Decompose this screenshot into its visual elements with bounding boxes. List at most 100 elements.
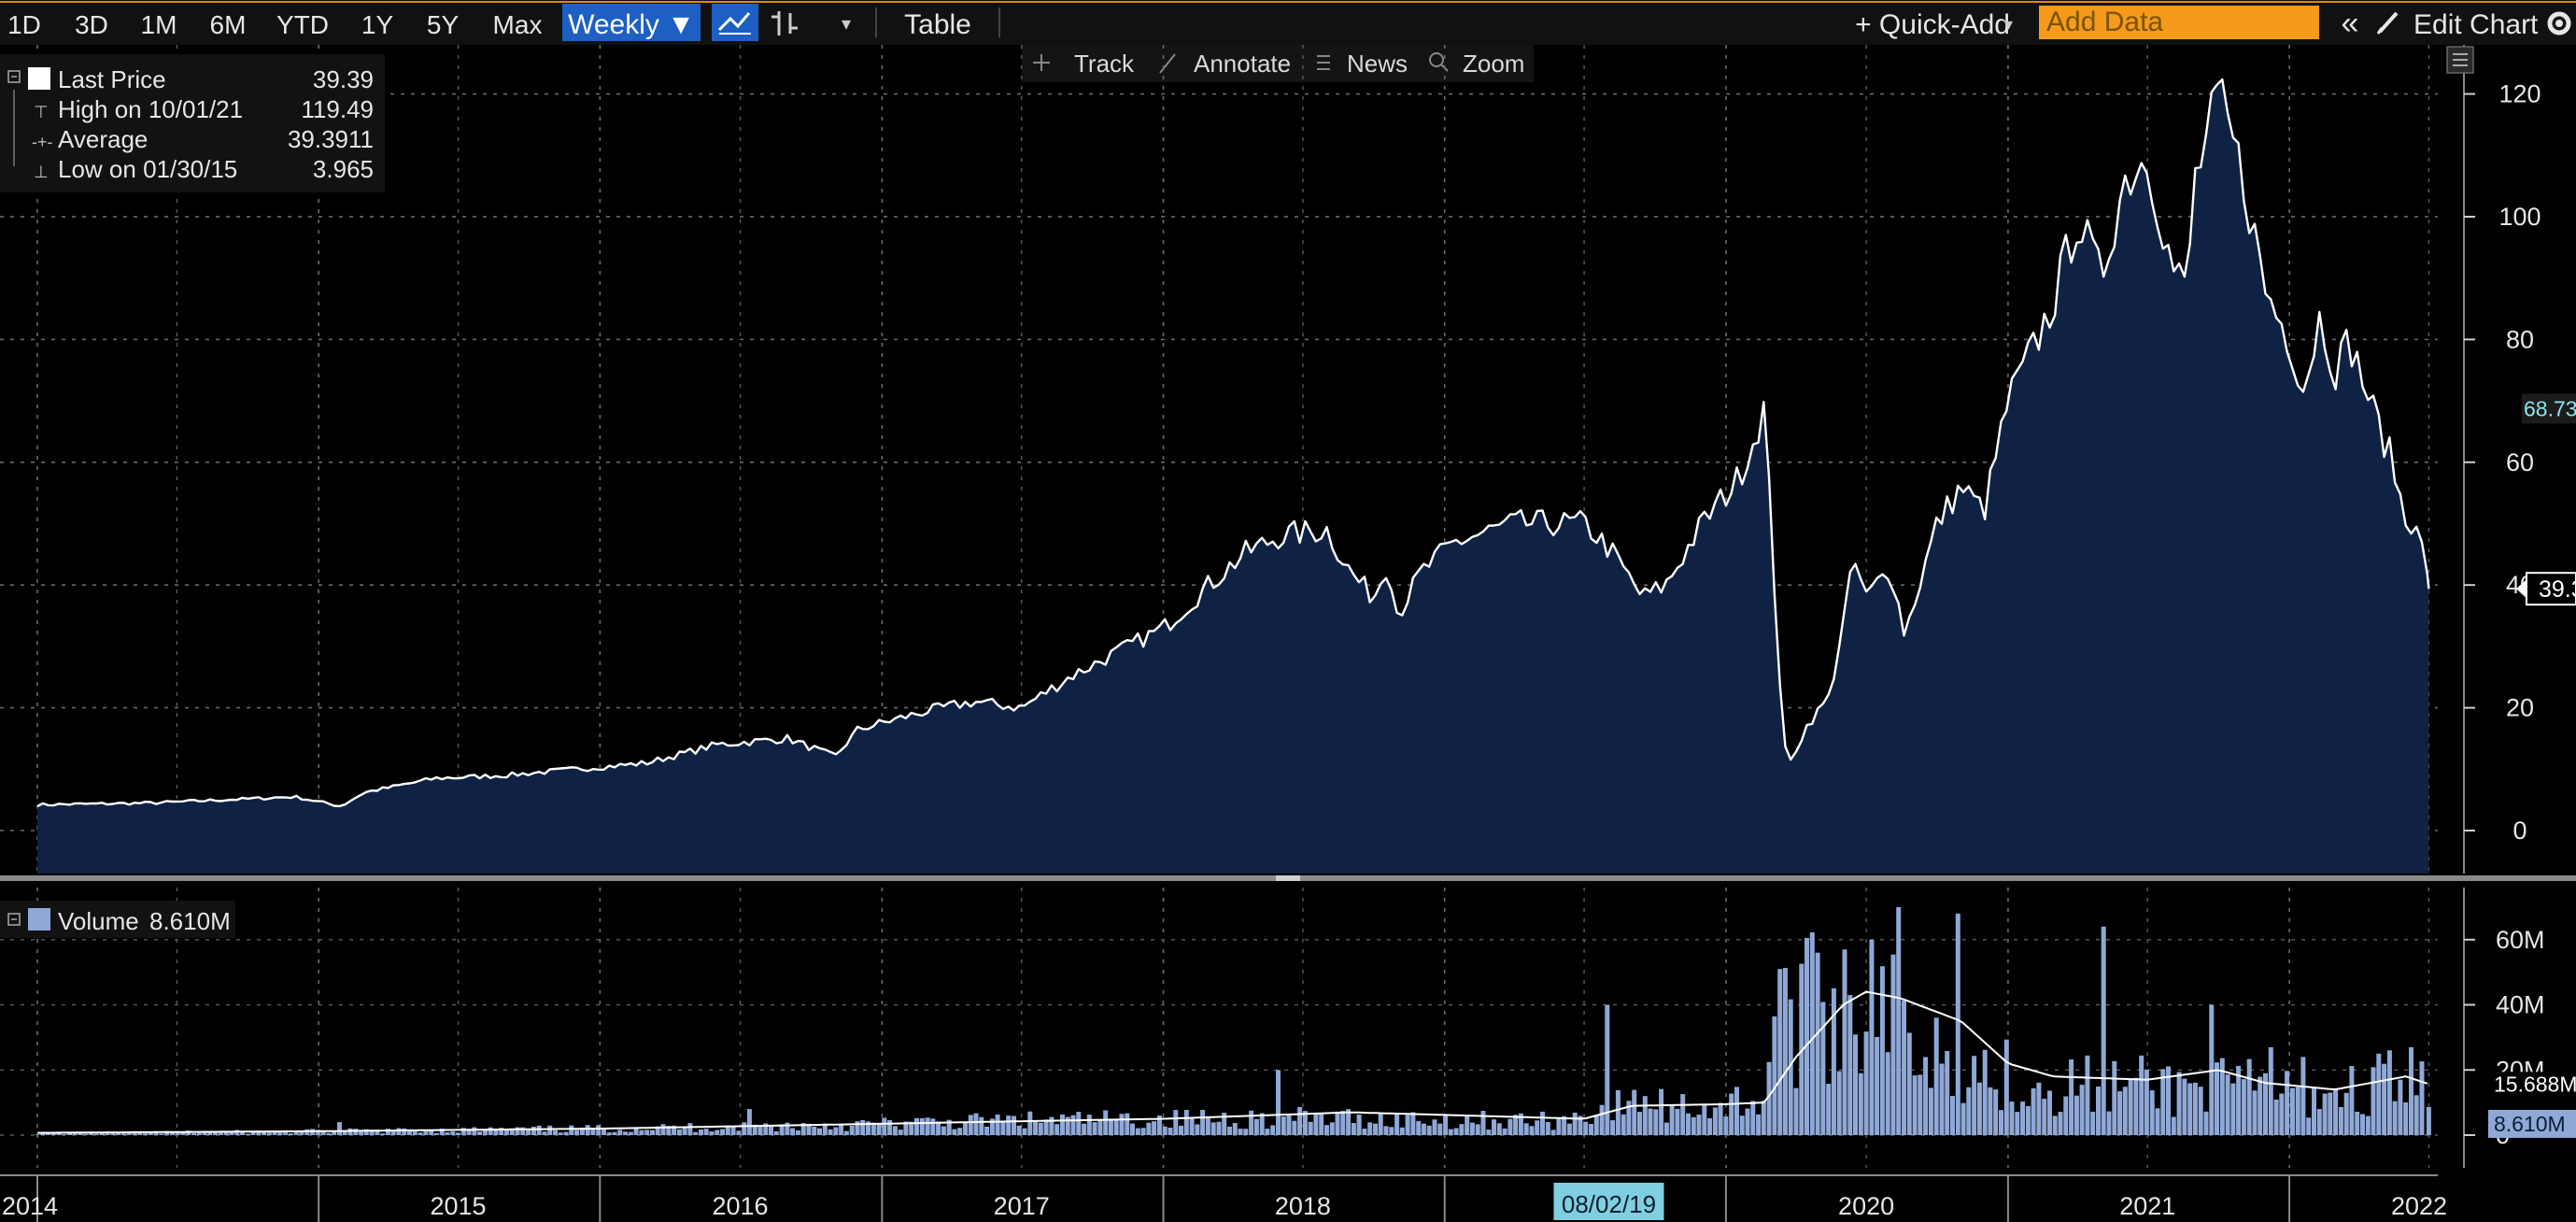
volume-bar	[62, 1134, 67, 1135]
volume-bar	[1972, 1056, 1977, 1135]
volume-bar	[531, 1127, 536, 1135]
pencil-icon[interactable]	[2376, 11, 2399, 35]
volume-legend-collapse-icon[interactable]	[7, 913, 21, 926]
volume-bar	[1486, 1130, 1492, 1135]
range-button-ytd[interactable]: YTD	[276, 10, 329, 39]
volume-bar	[110, 1132, 116, 1135]
volume-bar	[153, 1130, 159, 1135]
volume-bar	[1200, 1110, 1206, 1135]
volume-bar	[143, 1133, 148, 1135]
volume-bar	[283, 1130, 289, 1135]
volume-bar	[375, 1130, 380, 1135]
volume-swatch	[28, 908, 50, 931]
volume-bar	[1168, 1128, 1173, 1135]
news-tool[interactable]: News	[1347, 50, 1408, 78]
volume-bar	[2003, 1039, 2009, 1135]
volume-bar	[1729, 1093, 1734, 1135]
volume-bar	[1367, 1122, 1373, 1135]
volume-bar	[120, 1132, 126, 1135]
volume-bar	[472, 1127, 477, 1135]
range-button-1d[interactable]: 1D	[7, 10, 41, 39]
volume-bar	[1966, 1087, 1972, 1135]
add-data-input[interactable]	[2039, 6, 2319, 39]
range-button-6m[interactable]: 6M	[210, 10, 247, 39]
volume-bar	[2322, 1093, 2328, 1135]
volume-bar	[1362, 1129, 1367, 1135]
chart-tools: Track Annotate News Zoom	[1022, 45, 1534, 82]
volume-bar	[730, 1126, 736, 1135]
bar-chart-icon[interactable]	[771, 11, 798, 36]
volume-bar	[277, 1131, 283, 1135]
volume-bar	[1659, 1088, 1664, 1135]
volume-bar	[1918, 1074, 1923, 1135]
volume-bar	[644, 1130, 650, 1135]
volume-bar	[1130, 1123, 1135, 1135]
volume-bar	[909, 1121, 914, 1135]
track-tool[interactable]: Track	[1074, 50, 1135, 78]
volume-bar	[574, 1130, 580, 1135]
range-button-3d[interactable]: 3D	[75, 10, 108, 39]
volume-bar	[1723, 1116, 1729, 1135]
volume-bar	[1027, 1111, 1033, 1135]
volume-bar	[547, 1125, 553, 1135]
volume-bar	[1875, 1036, 1880, 1135]
volume-bar	[1399, 1127, 1405, 1135]
volume-bar	[817, 1128, 822, 1135]
volume-bar	[196, 1132, 202, 1135]
pane-options-icon[interactable]	[2446, 46, 2474, 74]
volume-bar	[1793, 1087, 1799, 1135]
volume-bar	[2015, 1112, 2020, 1135]
volume-bar	[1416, 1120, 1422, 1135]
volume-bar	[1286, 1114, 1292, 1135]
legend-collapse-icon[interactable]	[7, 70, 21, 83]
volume-bar	[191, 1133, 196, 1135]
volume-bar	[995, 1115, 1000, 1135]
table-button[interactable]: Table	[904, 9, 971, 40]
volume-bar	[606, 1132, 612, 1135]
volume-bar	[2279, 1093, 2285, 1135]
volume-tick-label-60M: 60M	[2496, 926, 2545, 954]
range-button-max[interactable]: Max	[493, 10, 543, 39]
legend-background	[0, 54, 385, 192]
volume-bar	[1950, 1096, 1955, 1135]
edit-chart-button[interactable]: Edit Chart	[2413, 9, 2539, 40]
volume-bar	[2182, 1078, 2187, 1135]
volume-bar	[1378, 1113, 1383, 1135]
volume-bar	[1945, 1051, 1950, 1135]
time-axis: 201420152016201720182019202020212022	[2, 1175, 2447, 1222]
volume-bar	[1734, 1087, 1739, 1135]
average-label: Average	[58, 125, 148, 153]
splitter-grip[interactable]	[1276, 875, 1300, 881]
quick-add-button[interactable]: + Quick-Add	[1855, 9, 2010, 40]
quick-add-dropdown[interactable]: ▾	[2004, 15, 2013, 34]
volume-bar	[1632, 1089, 1637, 1135]
volume-bar	[1993, 1089, 1999, 1135]
zoom-tool[interactable]: Zoom	[1463, 50, 1524, 78]
price-tick-label-120: 120	[2498, 80, 2541, 108]
volume-bar	[2079, 1085, 2085, 1135]
annotate-tool[interactable]: Annotate	[1194, 50, 1291, 78]
crosshair-date-box	[1553, 1183, 1664, 1220]
volume-bar	[1540, 1111, 1545, 1135]
volume-bar	[429, 1130, 434, 1135]
frequency-button[interactable]	[562, 4, 701, 41]
volume-bar	[2042, 1099, 2047, 1135]
range-button-5y[interactable]: 5Y	[427, 10, 460, 39]
chart-type-dropdown[interactable]: ▾	[842, 14, 851, 35]
range-button-1y[interactable]: 1Y	[361, 10, 394, 39]
volume-bar	[2101, 926, 2106, 1135]
volume-bar	[1805, 937, 1809, 1135]
volume-bar	[299, 1130, 304, 1135]
volume-bar	[1820, 1002, 1826, 1135]
volume-bar	[1853, 1034, 1858, 1135]
volume-bar	[1162, 1126, 1168, 1135]
volume-bar	[1243, 1129, 1249, 1135]
gear-icon[interactable]	[2547, 11, 2571, 36]
volume-bar	[1308, 1121, 1313, 1135]
range-button-1m[interactable]: 1M	[141, 10, 177, 39]
volume-bar	[2122, 1087, 2128, 1135]
price-tick-label-100: 100	[2498, 203, 2541, 231]
volume-bar	[1496, 1123, 1502, 1135]
collapse-icon[interactable]: «	[2342, 6, 2359, 41]
volume-bar	[1313, 1113, 1319, 1135]
